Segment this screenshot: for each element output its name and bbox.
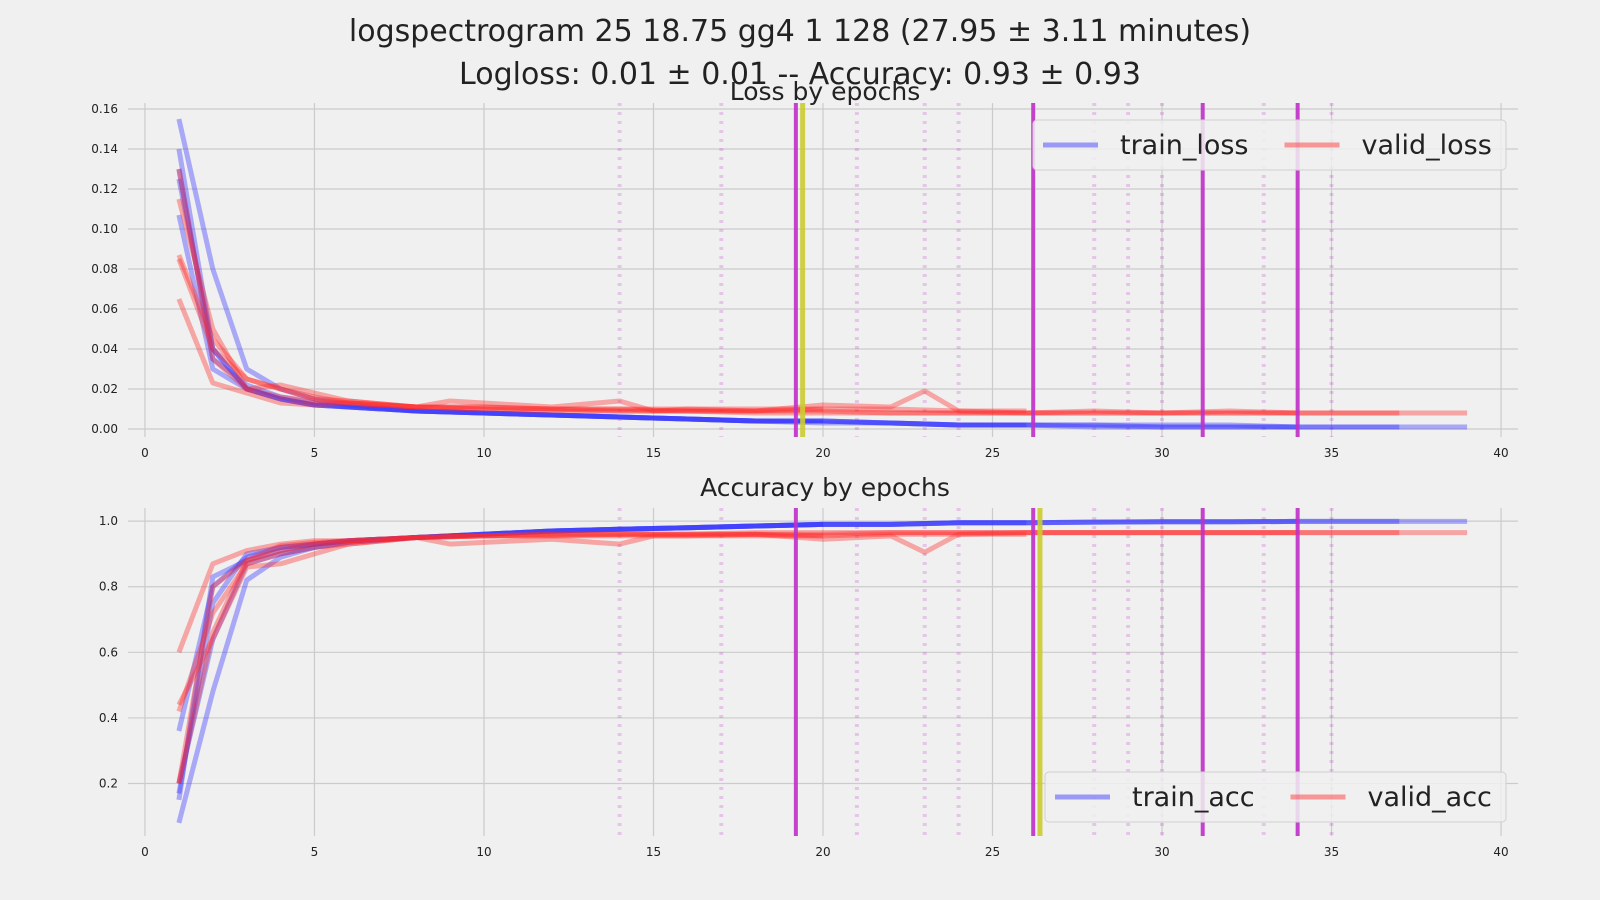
loss-x-tick-label: 5	[311, 446, 319, 460]
acc-x-tick-label: 20	[815, 845, 830, 859]
acc-series-train_acc	[176, 518, 1400, 801]
loss-series-valid_loss	[176, 198, 1027, 414]
acc-series-valid_acc	[176, 530, 1298, 785]
acc-y-tick-label: 0.2	[99, 777, 118, 791]
loss-series-valid_loss	[176, 258, 1400, 416]
loss-series-train_loss	[176, 214, 823, 424]
figure-subtitle: Logloss: 0.01 ± 0.01 -- Accuracy: 0.93 ±…	[459, 57, 1141, 92]
accuracy-chart-title: Accuracy by epochs	[700, 473, 950, 502]
acc-legend-label-train_acc: train_acc	[1132, 782, 1255, 813]
loss-x-tick-label: 0	[141, 446, 149, 460]
acc-series-valid_acc	[176, 531, 824, 713]
loss-x-tick-label: 30	[1154, 446, 1169, 460]
acc-y-tick-label: 0.8	[99, 580, 118, 594]
loss-series-train_loss	[176, 178, 1298, 430]
loss-series-train_loss	[176, 118, 1468, 430]
acc-y-tick-label: 0.6	[99, 645, 118, 659]
acc-series-valid_acc	[176, 530, 1468, 654]
acc-x-tick-label: 15	[646, 845, 661, 859]
acc-series-valid_acc	[176, 531, 1027, 784]
acc-legend	[1044, 771, 1507, 823]
acc-x-tick-label: 25	[985, 845, 1000, 859]
loss-y-tick-label: 0.16	[91, 102, 118, 116]
acc-series-train_acc	[176, 518, 1468, 824]
loss-x-tick-label: 25	[985, 446, 1000, 460]
loss-legend-label-valid_loss: valid_loss	[1362, 130, 1492, 161]
acc-x-tick-label: 40	[1493, 845, 1508, 859]
loss-y-tick-label: 0.08	[91, 262, 118, 276]
loss-y-tick-label: 0.12	[91, 182, 118, 196]
loss-y-tick-label: 0.02	[91, 382, 118, 396]
figure-title: logspectrogram 25 18.75 gg4 1 128 (27.95…	[349, 14, 1251, 49]
loss-x-tick-label: 20	[815, 446, 830, 460]
acc-series-train_acc	[176, 521, 824, 785]
loss-x-tick-label: 40	[1493, 446, 1508, 460]
loss-y-tick-label: 0.04	[91, 342, 118, 356]
acc-series-train_acc	[176, 520, 1027, 732]
loss-series-valid_loss	[176, 298, 1468, 416]
loss-x-tick-label: 15	[646, 446, 661, 460]
loss-y-tick-label: 0.10	[91, 222, 118, 236]
loss-series-train_loss	[176, 148, 1400, 430]
loss-legend	[1032, 119, 1507, 171]
acc-series-train_acc	[176, 518, 1298, 794]
acc-x-tick-label: 0	[141, 845, 149, 859]
accuracy-chart: Accuracy by epochs 0 5 10 15 20 25 30 35 40 0.2 0.…	[99, 473, 1518, 859]
loss-y-tick-label: 0.14	[91, 142, 118, 156]
acc-y-tick-label: 1.0	[99, 514, 118, 528]
loss-series-valid_loss	[176, 254, 824, 414]
loss-series-valid_loss	[176, 168, 1298, 416]
acc-legend-label-valid_acc: valid_acc	[1368, 782, 1492, 813]
acc-x-tick-label: 10	[476, 845, 491, 859]
loss-chart: Loss by epochs 0 5 10 15 20 25 30 35 40 0.00 0.02 0…	[91, 77, 1518, 460]
loss-y-tick-label: 0.06	[91, 302, 118, 316]
acc-y-tick-label: 0.4	[99, 711, 118, 725]
loss-y-tick-label: 0.00	[91, 422, 118, 436]
loss-x-tick-label: 10	[476, 446, 491, 460]
loss-legend-label-train_loss: train_loss	[1120, 130, 1249, 161]
loss-x-tick-label: 35	[1324, 446, 1339, 460]
acc-x-tick-label: 5	[311, 845, 319, 859]
loss-chart-title: Loss by epochs	[730, 77, 921, 106]
loss-series-train_loss	[176, 168, 1027, 428]
acc-x-tick-label: 30	[1154, 845, 1169, 859]
acc-x-tick-label: 35	[1324, 845, 1339, 859]
acc-series-valid_acc	[176, 530, 1400, 706]
